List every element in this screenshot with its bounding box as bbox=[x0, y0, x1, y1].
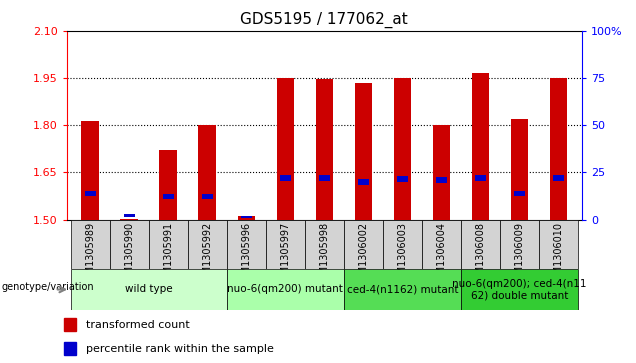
Bar bbox=[550, 78, 567, 220]
Bar bbox=[553, 175, 564, 181]
Text: GSM1305997: GSM1305997 bbox=[280, 222, 290, 287]
Bar bbox=[500, 220, 539, 269]
Text: transformed count: transformed count bbox=[86, 320, 190, 330]
Bar bbox=[202, 194, 213, 200]
Bar bbox=[436, 177, 447, 183]
Text: GSM1305998: GSM1305998 bbox=[319, 222, 329, 287]
Bar bbox=[227, 220, 266, 269]
Bar bbox=[120, 219, 138, 220]
Bar bbox=[383, 220, 422, 269]
Bar bbox=[241, 216, 252, 219]
Title: GDS5195 / 177062_at: GDS5195 / 177062_at bbox=[240, 12, 408, 28]
Text: GSM1306003: GSM1306003 bbox=[398, 222, 408, 287]
Bar bbox=[315, 79, 333, 220]
Text: GSM1306002: GSM1306002 bbox=[359, 222, 368, 287]
Text: genotype/variation: genotype/variation bbox=[1, 282, 94, 293]
Bar bbox=[85, 191, 95, 196]
Bar bbox=[475, 175, 486, 181]
Bar bbox=[64, 318, 76, 331]
Bar bbox=[149, 220, 188, 269]
Bar bbox=[511, 119, 529, 220]
Text: GSM1306004: GSM1306004 bbox=[436, 222, 446, 287]
Text: GSM1305991: GSM1305991 bbox=[163, 222, 173, 287]
Bar bbox=[305, 220, 344, 269]
Bar bbox=[358, 179, 369, 185]
Text: wild type: wild type bbox=[125, 285, 172, 294]
Bar bbox=[198, 125, 216, 220]
Text: GSM1305990: GSM1305990 bbox=[124, 222, 134, 287]
Text: GSM1306010: GSM1306010 bbox=[553, 222, 563, 287]
Text: nuo-6(qm200); ced-4(n11
62) double mutant: nuo-6(qm200); ced-4(n11 62) double mutan… bbox=[452, 279, 587, 300]
Bar bbox=[461, 220, 500, 269]
Bar bbox=[110, 220, 149, 269]
Bar bbox=[237, 216, 255, 220]
Text: GSM1305992: GSM1305992 bbox=[202, 222, 212, 287]
Bar bbox=[394, 78, 411, 220]
Text: percentile rank within the sample: percentile rank within the sample bbox=[86, 344, 273, 354]
Bar bbox=[539, 220, 578, 269]
Bar bbox=[432, 125, 450, 220]
Bar bbox=[472, 73, 489, 220]
Bar bbox=[397, 176, 408, 183]
Bar bbox=[344, 220, 383, 269]
Bar bbox=[319, 175, 330, 181]
Bar bbox=[461, 269, 578, 310]
Text: nuo-6(qm200) mutant: nuo-6(qm200) mutant bbox=[228, 285, 343, 294]
Bar bbox=[422, 220, 461, 269]
Bar bbox=[188, 220, 227, 269]
Bar bbox=[280, 175, 291, 181]
Bar bbox=[163, 195, 174, 200]
Bar bbox=[71, 220, 110, 269]
Bar bbox=[355, 83, 372, 220]
Text: ced-4(n1162) mutant: ced-4(n1162) mutant bbox=[347, 285, 458, 294]
Text: GSM1306008: GSM1306008 bbox=[476, 222, 485, 287]
Text: GSM1305996: GSM1305996 bbox=[241, 222, 251, 287]
Bar bbox=[344, 269, 461, 310]
Bar bbox=[81, 121, 99, 220]
Bar bbox=[266, 220, 305, 269]
Bar bbox=[71, 269, 227, 310]
Bar bbox=[124, 214, 135, 217]
Bar bbox=[514, 191, 525, 196]
Bar bbox=[160, 150, 177, 220]
Text: GSM1305989: GSM1305989 bbox=[85, 222, 95, 287]
Text: GSM1306009: GSM1306009 bbox=[515, 222, 525, 287]
Bar bbox=[64, 342, 76, 355]
Bar bbox=[277, 78, 294, 220]
Bar bbox=[227, 269, 344, 310]
